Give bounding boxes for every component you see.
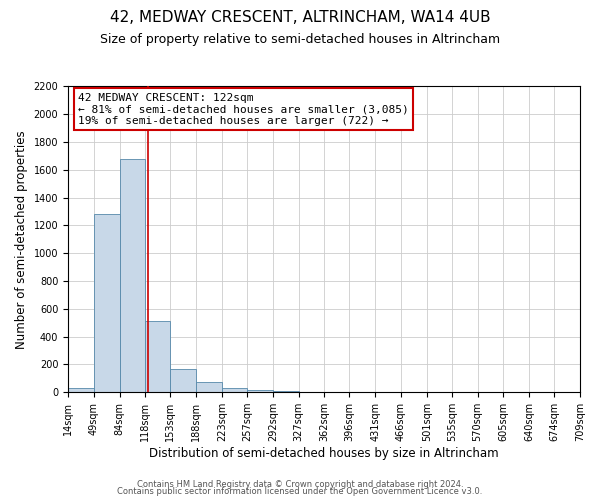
Bar (196, 382, 222, 392)
Bar (119, 159, 145, 392)
Text: Contains public sector information licensed under the Open Government Licence v3: Contains public sector information licen… (118, 487, 482, 496)
Bar (94, 214, 119, 392)
Text: 42 MEDWAY CRESCENT: 122sqm
← 81% of semi-detached houses are smaller (3,085)
19%: 42 MEDWAY CRESCENT: 122sqm ← 81% of semi… (78, 92, 409, 126)
Bar (170, 370, 196, 392)
X-axis label: Distribution of semi-detached houses by size in Altrincham: Distribution of semi-detached houses by … (149, 447, 499, 460)
Text: Size of property relative to semi-detached houses in Altrincham: Size of property relative to semi-detach… (100, 32, 500, 46)
Y-axis label: Number of semi-detached properties: Number of semi-detached properties (15, 130, 28, 348)
Bar (247, 390, 273, 392)
Bar (68, 388, 94, 392)
Text: 42, MEDWAY CRESCENT, ALTRINCHAM, WA14 4UB: 42, MEDWAY CRESCENT, ALTRINCHAM, WA14 4U… (110, 10, 490, 25)
Bar (145, 322, 170, 392)
Text: Contains HM Land Registry data © Crown copyright and database right 2024.: Contains HM Land Registry data © Crown c… (137, 480, 463, 489)
Bar (222, 388, 247, 392)
Bar (273, 391, 299, 392)
